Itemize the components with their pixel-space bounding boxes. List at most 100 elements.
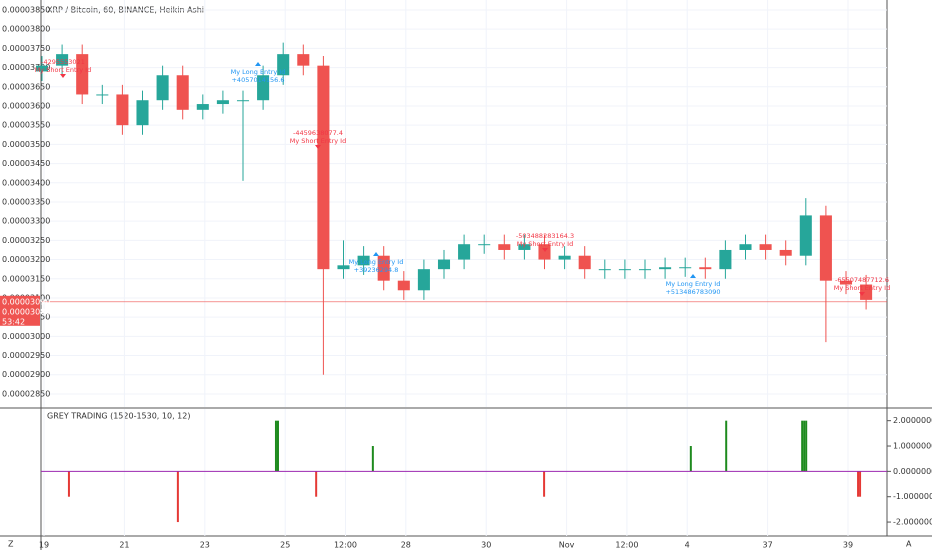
entry-arrow (315, 145, 321, 149)
price-tag-label: 0.00003090 (2, 297, 50, 306)
candle-body (35, 65, 49, 72)
corner-label[interactable]: A (906, 540, 912, 549)
y-tick-label: -1.00000000 (893, 492, 932, 501)
x-tick-label: 23 (200, 541, 210, 550)
bar (805, 420, 808, 472)
entry-arrow (255, 62, 261, 66)
annotation: My Short Entry Id (517, 240, 573, 248)
candle-body (659, 267, 672, 270)
candle-body (76, 54, 89, 95)
y-tick-label: 0.00003450 (2, 159, 50, 168)
candle-body (277, 54, 290, 76)
y-tick-label: 0.00003150 (2, 274, 50, 283)
entry-arrow (690, 274, 696, 278)
y-tick-label: 0.00003300 (2, 217, 50, 226)
x-tick-label: 21 (119, 541, 129, 550)
candle-body (96, 94, 109, 96)
y-tick-label: 0.00003700 (2, 63, 50, 72)
candle-body (638, 269, 652, 271)
candle-body (518, 244, 531, 250)
bar (857, 471, 860, 497)
y-tick-label: 0.00003350 (2, 197, 50, 206)
annotation: My Long Entry Id (231, 68, 286, 76)
annotation: +4057014156.6 (231, 76, 284, 84)
x-tick-label: 12:00 (615, 541, 638, 550)
bar (274, 420, 277, 472)
candle-body (257, 75, 270, 101)
candle-body (196, 104, 209, 110)
candle-body (739, 244, 752, 250)
corner-label[interactable]: Z (8, 540, 14, 549)
x-tick-label: 37 (763, 541, 773, 550)
bar (315, 471, 318, 497)
y-tick-label: 0.00003250 (2, 236, 50, 245)
candle-body (317, 65, 330, 270)
candle-body (136, 100, 149, 126)
entry-arrow (859, 292, 865, 296)
y-tick-label: 0.00003500 (2, 140, 50, 149)
candle-body (116, 94, 129, 126)
x-tick-label: 19 (39, 541, 49, 550)
candle-body (679, 267, 692, 269)
candle-body (498, 244, 511, 250)
y-tick-label: 0.00000000 (893, 467, 932, 476)
candle-body (799, 215, 812, 256)
entry-arrow (60, 74, 66, 78)
candle-body (297, 54, 310, 66)
x-tick-label: 30 (481, 541, 491, 550)
y-tick-label: 0.00003400 (2, 178, 50, 187)
x-tick-label: 39 (843, 541, 853, 550)
y-tick-label: 0.00002950 (2, 351, 50, 360)
annotation: -503488283164.3 (516, 232, 574, 240)
candle-body (176, 75, 189, 110)
annotation: My Long Entry Id (349, 258, 404, 266)
y-tick-label: 0.00003200 (2, 255, 50, 264)
y-tick-label: 0.00002850 (2, 389, 50, 398)
candle-body (56, 54, 69, 66)
candle-body (719, 249, 732, 270)
candle-body (699, 267, 712, 270)
bar (276, 420, 279, 472)
y-tick-label: 0.00003550 (2, 121, 50, 130)
candle-body (860, 284, 873, 300)
price-tag-label: 53:42 (2, 317, 25, 326)
candle-body (156, 75, 169, 101)
bar (543, 471, 546, 497)
y-tick-label: 0.00002900 (2, 370, 50, 379)
y-tick-label: 0.00003850 (2, 5, 50, 14)
candle-body (819, 215, 832, 281)
bar (859, 471, 862, 497)
candle-body (216, 100, 229, 105)
entry-arrow (542, 248, 548, 252)
y-tick-label: 0.00003600 (2, 101, 50, 110)
annotation: My Short Entry Id (834, 284, 890, 292)
candle-body (478, 244, 491, 246)
annotation: +513486783090 (665, 288, 720, 296)
y-tick-label: 0.00003650 (2, 82, 50, 91)
candle-body (779, 249, 792, 256)
candle-body (578, 255, 591, 270)
indicator-title: GREY TRADING (1520-1530, 10, 12) (47, 412, 190, 421)
price-tag-label: 0.00003088 (2, 307, 50, 316)
candle-body (417, 269, 430, 291)
candle-body (839, 280, 853, 285)
bar (371, 446, 374, 472)
y-tick-label: 0.00003000 (2, 332, 50, 341)
bar (725, 420, 728, 472)
annotation: -4295553021 (41, 58, 85, 66)
bar (176, 471, 179, 523)
candle-body (437, 259, 451, 270)
candle-body (357, 255, 370, 266)
candle-body (759, 244, 772, 250)
candle-body (337, 265, 350, 270)
bar (803, 420, 806, 472)
bar (801, 420, 804, 472)
candle-body (458, 244, 471, 260)
y-tick-label: -2.00000000 (893, 518, 932, 527)
y-tick-label: 0.00003800 (2, 25, 50, 34)
candle-body (558, 255, 571, 260)
candle-body (236, 100, 250, 102)
annotation: -65507487712.6 (835, 276, 889, 284)
